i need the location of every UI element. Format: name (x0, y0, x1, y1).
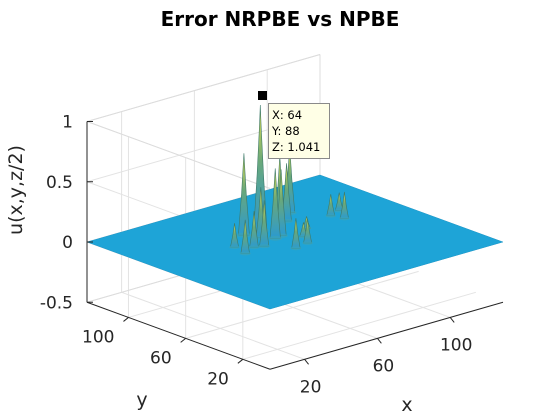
y-tick-label: 100 (82, 327, 114, 347)
y-tick (237, 358, 244, 364)
peak-base (229, 245, 240, 250)
datatip-y: Y: 88 (272, 124, 300, 138)
peak-base (302, 241, 313, 245)
datatip-marker[interactable] (258, 91, 267, 100)
x-tick-label: 60 (373, 356, 395, 376)
surface-peak (326, 194, 336, 217)
surface-peak (249, 211, 259, 248)
surface (86, 105, 504, 310)
z-axis-label: u(x,y,z/2) (5, 145, 27, 235)
peak-base (290, 246, 302, 251)
x-axis-line (269, 301, 504, 370)
box-edge (86, 121, 271, 189)
y-tick-label: 60 (150, 348, 172, 368)
y-tick-label: 20 (207, 369, 229, 389)
x-tick-label: 100 (440, 335, 472, 355)
surface-peak (269, 168, 281, 239)
surface-peak (240, 219, 250, 254)
y-tick (123, 317, 129, 322)
peak-base (325, 214, 337, 218)
box-edge (86, 54, 321, 122)
y-tick (180, 337, 186, 343)
datatip[interactable]: X: 64 Y: 88 Z: 1.041 (268, 103, 330, 159)
grid-line (242, 291, 476, 360)
x-tick (377, 338, 382, 344)
x-tick (304, 358, 309, 365)
y-axis-line (86, 301, 271, 370)
surface-peak (253, 105, 268, 231)
peak-base (339, 216, 350, 221)
peak-base (258, 244, 271, 249)
chart-title: Error NRPBE vs NPBE (160, 7, 400, 31)
datatip-x: X: 64 (272, 108, 303, 122)
surface-peak (339, 191, 349, 219)
surface-peak (291, 218, 301, 249)
datatip-z: Z: 1.041 (272, 140, 321, 154)
peak-base (239, 251, 251, 256)
z-tick-label: 0 (62, 233, 73, 253)
grid-line (121, 291, 305, 360)
y-axis-label: y (136, 389, 147, 411)
surface-peak (259, 200, 270, 247)
axis-labels: x y u(x,y,z/2) (5, 145, 413, 416)
peak-base (268, 235, 283, 241)
peak-base (248, 245, 260, 250)
surface-peak (238, 153, 250, 236)
z-tick-label: 1 (62, 113, 73, 133)
z-tick-label: -0.5 (40, 293, 73, 313)
x-tick (449, 317, 455, 323)
tick-labels: 20 60 100 20 60 100 -0.5 0 0.5 1 (40, 113, 473, 398)
surface-peak (303, 218, 313, 244)
surface-peak (230, 223, 240, 248)
grid-line (185, 270, 419, 339)
z-tick-label: 0.5 (46, 173, 73, 193)
x-axis-label: x (401, 394, 412, 416)
axes (86, 121, 504, 370)
x-tick-label: 20 (300, 377, 322, 397)
